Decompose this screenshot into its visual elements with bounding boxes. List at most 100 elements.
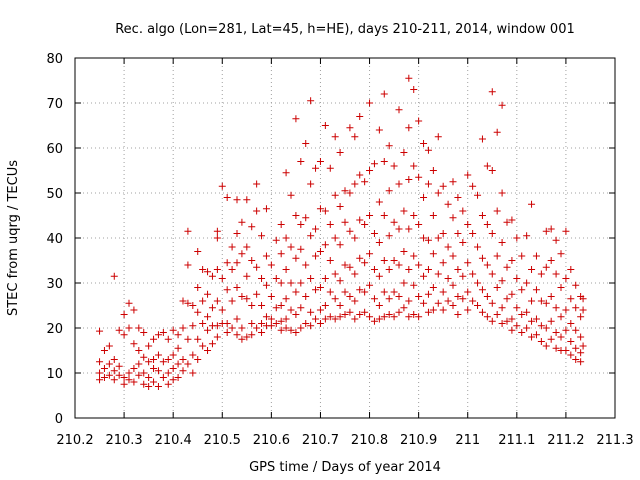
data-point bbox=[228, 324, 236, 332]
data-point bbox=[429, 167, 437, 174]
data-point bbox=[444, 275, 452, 282]
data-point bbox=[179, 367, 187, 375]
data-point bbox=[321, 275, 329, 282]
data-point bbox=[464, 221, 472, 228]
data-point bbox=[199, 342, 207, 350]
data-point bbox=[508, 315, 516, 323]
data-point bbox=[292, 212, 300, 219]
data-point bbox=[385, 295, 393, 303]
data-point bbox=[272, 236, 280, 244]
data-point bbox=[375, 126, 383, 134]
data-point bbox=[321, 241, 329, 249]
data-point bbox=[282, 295, 290, 303]
data-point bbox=[258, 320, 266, 327]
data-point bbox=[552, 270, 560, 278]
data-point bbox=[498, 189, 506, 197]
data-point bbox=[145, 342, 153, 350]
data-point bbox=[478, 254, 486, 262]
data-point bbox=[307, 232, 315, 240]
data-point bbox=[120, 380, 128, 388]
data-point bbox=[503, 218, 511, 226]
data-point bbox=[439, 230, 447, 237]
data-point bbox=[385, 311, 393, 318]
data-point bbox=[184, 335, 192, 343]
data-point bbox=[302, 140, 310, 147]
data-point bbox=[537, 270, 545, 278]
data-point bbox=[346, 293, 354, 300]
data-point bbox=[420, 140, 428, 147]
data-point bbox=[326, 313, 334, 321]
data-point bbox=[464, 288, 472, 296]
data-point bbox=[292, 329, 300, 336]
data-point bbox=[248, 302, 256, 309]
data-point bbox=[253, 290, 261, 298]
data-point bbox=[577, 349, 585, 357]
data-point bbox=[351, 234, 359, 242]
data-point bbox=[405, 124, 413, 132]
data-point bbox=[454, 194, 462, 201]
data-point bbox=[410, 281, 418, 289]
data-point bbox=[238, 293, 246, 300]
data-point bbox=[390, 313, 398, 321]
data-point bbox=[459, 207, 467, 215]
data-point bbox=[577, 333, 585, 341]
data-point bbox=[478, 286, 486, 294]
data-point bbox=[370, 160, 378, 168]
data-point bbox=[518, 286, 526, 294]
data-point bbox=[375, 239, 383, 246]
data-point bbox=[547, 225, 555, 233]
data-point bbox=[223, 320, 231, 327]
data-point bbox=[302, 214, 310, 222]
data-point bbox=[140, 369, 148, 377]
data-point bbox=[577, 358, 585, 366]
data-point bbox=[356, 216, 364, 224]
data-point bbox=[100, 374, 108, 381]
data-point bbox=[488, 167, 496, 174]
data-point bbox=[307, 322, 315, 330]
data-point bbox=[312, 225, 320, 233]
data-point bbox=[302, 320, 310, 327]
y-tick-label: 30 bbox=[46, 277, 63, 292]
data-point bbox=[434, 270, 442, 278]
data-point bbox=[321, 315, 329, 323]
data-point bbox=[415, 293, 423, 300]
data-point bbox=[390, 257, 398, 264]
data-point bbox=[434, 133, 442, 141]
data-point bbox=[96, 358, 104, 366]
data-point bbox=[204, 290, 212, 298]
data-point bbox=[415, 313, 423, 321]
x-tick-label: 211 bbox=[455, 433, 480, 448]
data-point bbox=[316, 284, 324, 291]
data-point bbox=[164, 380, 172, 388]
data-point bbox=[341, 261, 349, 269]
data-point bbox=[341, 311, 349, 318]
x-tick-label: 210.9 bbox=[400, 433, 437, 448]
data-point bbox=[336, 241, 344, 249]
data-point bbox=[562, 306, 570, 314]
data-point bbox=[557, 313, 565, 321]
data-point bbox=[228, 297, 236, 305]
data-point bbox=[434, 189, 442, 197]
data-point bbox=[577, 313, 585, 321]
data-point bbox=[307, 180, 315, 188]
y-tick-label: 60 bbox=[46, 142, 63, 157]
data-point bbox=[316, 306, 324, 314]
data-point bbox=[474, 191, 482, 199]
data-point bbox=[395, 293, 403, 300]
data-point bbox=[262, 281, 270, 289]
data-point bbox=[194, 308, 202, 316]
x-tick-label: 210.4 bbox=[155, 433, 192, 448]
data-point bbox=[528, 333, 536, 341]
data-point bbox=[410, 212, 418, 219]
data-point bbox=[199, 297, 207, 305]
data-point bbox=[537, 322, 545, 330]
data-point bbox=[385, 187, 393, 195]
data-point bbox=[493, 311, 501, 318]
data-point bbox=[356, 254, 364, 262]
data-point bbox=[169, 351, 177, 359]
data-point bbox=[547, 257, 555, 264]
data-point bbox=[169, 365, 177, 372]
data-point bbox=[218, 182, 226, 190]
data-point bbox=[96, 376, 104, 384]
